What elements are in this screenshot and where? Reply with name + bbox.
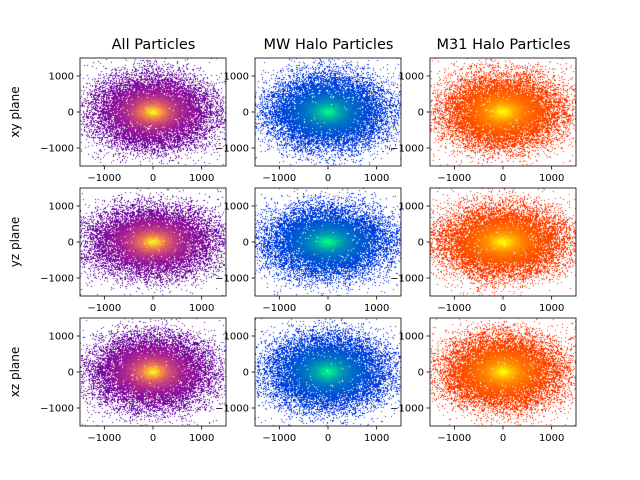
x-tick-label: 1000: [189, 433, 214, 444]
x-tick-label: 0: [150, 433, 156, 444]
y-tick-label: −1000: [215, 404, 249, 415]
panel-grid: −1000 0 1000 −1000 0 1000 −1000 0 1000 −1000 0 1000…: [40, 57, 577, 444]
panel-r1-c0: −1000 0 1000 −1000 0 1000: [40, 187, 227, 314]
x-tick-label: 1000: [539, 173, 564, 184]
x-tick-label: −1000: [437, 433, 471, 444]
y-tick-label: 1000: [224, 72, 249, 83]
panel-r0-c1: −1000 0 1000 −1000 0 1000: [215, 57, 402, 184]
y-tick-label: 1000: [399, 332, 424, 343]
x-tick-label: −1000: [262, 303, 296, 314]
y-tick-label: −1000: [215, 144, 249, 155]
x-tick-label: −1000: [262, 173, 296, 184]
y-tick-label: −1000: [215, 274, 249, 285]
x-tick-label: 0: [325, 433, 331, 444]
y-tick-label: 0: [243, 108, 249, 119]
heatmap-r2-c0: [80, 318, 226, 426]
y-tick-label: 0: [418, 238, 424, 249]
y-tick-label: −1000: [390, 404, 424, 415]
x-tick-label: −1000: [87, 433, 121, 444]
heatmap-r0-c0: [80, 58, 226, 166]
y-tick-label: −1000: [390, 274, 424, 285]
heatmap-r1-c1: [255, 188, 401, 296]
y-tick-label: 1000: [399, 202, 424, 213]
row-label-yz-plane: yz plane: [8, 217, 22, 268]
x-tick-label: −1000: [87, 173, 121, 184]
y-tick-label: 0: [418, 108, 424, 119]
y-tick-label: −1000: [40, 274, 74, 285]
y-tick-label: 1000: [224, 202, 249, 213]
x-tick-label: −1000: [262, 433, 296, 444]
column-title-mw-halo: MW Halo Particles: [264, 37, 394, 53]
x-tick-label: 1000: [364, 303, 389, 314]
y-tick-label: 0: [243, 238, 249, 249]
y-tick-label: 0: [68, 108, 74, 119]
y-tick-label: 1000: [399, 72, 424, 83]
panel-r0-c2: −1000 0 1000 −1000 0 1000: [390, 57, 577, 184]
column-title-all-particles: All Particles: [112, 37, 196, 53]
panel-r2-c0: −1000 0 1000 −1000 0 1000: [40, 317, 227, 444]
heatmap-r0-c1: [255, 58, 401, 166]
x-tick-label: 1000: [364, 173, 389, 184]
panel-r2-c1: −1000 0 1000 −1000 0 1000: [215, 317, 402, 444]
panel-r2-c2: −1000 0 1000 −1000 0 1000: [390, 317, 577, 444]
y-tick-label: 0: [68, 368, 74, 379]
x-tick-label: 0: [150, 303, 156, 314]
heatmap-r2-c2: [430, 318, 576, 426]
x-tick-label: 1000: [364, 433, 389, 444]
y-tick-label: 1000: [49, 202, 74, 213]
heatmap-r2-c1: [255, 318, 401, 426]
heatmap-r1-c0: [80, 188, 226, 296]
x-tick-label: 0: [150, 173, 156, 184]
heatmap-r1-c2: [430, 188, 576, 296]
x-tick-label: 1000: [539, 433, 564, 444]
x-tick-label: 0: [500, 173, 506, 184]
x-tick-label: −1000: [437, 303, 471, 314]
y-tick-label: 0: [243, 368, 249, 379]
column-title-m31-halo: M31 Halo Particles: [437, 37, 571, 53]
x-tick-label: 1000: [189, 303, 214, 314]
panel-r1-c1: −1000 0 1000 −1000 0 1000: [215, 187, 402, 314]
x-tick-label: 1000: [189, 173, 214, 184]
row-label-xz-plane: xz plane: [8, 347, 22, 398]
panel-r0-c0: −1000 0 1000 −1000 0 1000: [40, 57, 227, 184]
x-tick-label: 0: [500, 303, 506, 314]
heatmap-r0-c2: [430, 58, 576, 166]
row-label-xy-plane: xy plane: [8, 86, 22, 137]
x-tick-label: 0: [325, 173, 331, 184]
y-tick-label: −1000: [40, 144, 74, 155]
x-tick-label: 0: [500, 433, 506, 444]
x-tick-label: 1000: [539, 303, 564, 314]
y-tick-label: −1000: [390, 144, 424, 155]
y-tick-label: 1000: [49, 72, 74, 83]
x-tick-label: 0: [325, 303, 331, 314]
y-tick-label: −1000: [40, 404, 74, 415]
y-tick-label: 1000: [49, 332, 74, 343]
y-tick-label: 0: [68, 238, 74, 249]
y-tick-label: 0: [418, 368, 424, 379]
x-tick-label: −1000: [87, 303, 121, 314]
x-tick-label: −1000: [437, 173, 471, 184]
panel-r1-c2: −1000 0 1000 −1000 0 1000: [390, 187, 577, 314]
y-tick-label: 1000: [224, 332, 249, 343]
